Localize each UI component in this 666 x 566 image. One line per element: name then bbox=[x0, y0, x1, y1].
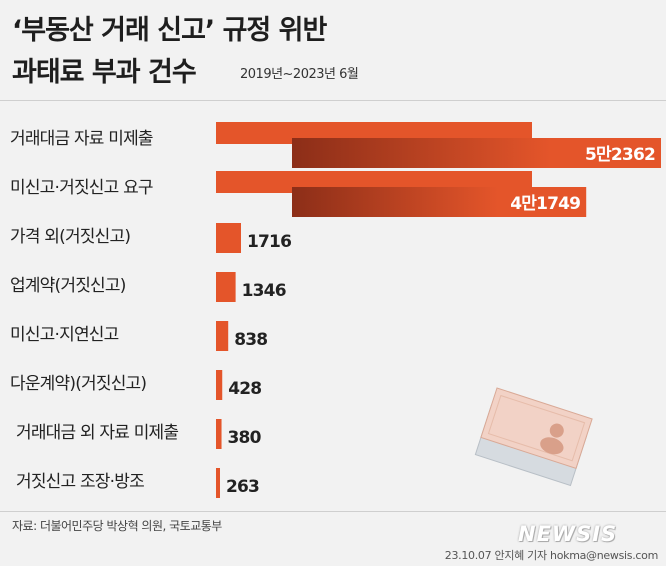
category-label: 거짓신고 조장·방조 bbox=[16, 472, 144, 492]
category-label: 미신고·지연신고 bbox=[10, 325, 119, 345]
credit-line: 23.10.07 안지혜 기자 hokma@newsis.com bbox=[444, 549, 659, 562]
value-label: 428 bbox=[228, 379, 261, 399]
money-illustration-icon bbox=[474, 387, 593, 487]
bar bbox=[216, 223, 241, 253]
category-label: 거래대금 자료 미제출 bbox=[10, 129, 153, 149]
category-label: 가격 외(거짓신고) bbox=[10, 227, 130, 247]
source-note: 자료: 더불어민주당 박상혁 의원, 국토교통부 bbox=[12, 519, 222, 533]
top-divider bbox=[0, 100, 666, 101]
value-label: 838 bbox=[234, 330, 267, 350]
bar bbox=[216, 321, 229, 351]
value-label: 1716 bbox=[247, 232, 291, 252]
category-label: 미신고·거짓신고 요구 bbox=[10, 178, 153, 198]
period-label: 2019년~2023년 6월 bbox=[240, 67, 359, 82]
newsis-logo: NEWSIS bbox=[518, 522, 618, 546]
bar bbox=[216, 468, 220, 498]
bar bbox=[216, 419, 222, 449]
category-label: 업계약(거짓신고) bbox=[10, 276, 126, 296]
value-label: 1346 bbox=[242, 281, 286, 301]
bar bbox=[216, 272, 236, 302]
category-label: 다운계약)(거짓신고) bbox=[10, 374, 146, 394]
bar bbox=[216, 370, 223, 400]
category-label: 거래대금 외 자료 미제출 bbox=[16, 423, 178, 443]
value-label: 5만2362 bbox=[585, 145, 655, 165]
value-label: 263 bbox=[226, 477, 259, 497]
bar bbox=[292, 187, 587, 217]
value-label: 380 bbox=[228, 428, 262, 448]
bar bbox=[292, 138, 661, 168]
chart-title-line1: ‘부동산 거래 신고’ 규정 위반 bbox=[12, 15, 327, 46]
bottom-divider bbox=[0, 511, 666, 512]
chart-title-line2: 과태료 부과 건수 bbox=[12, 57, 197, 88]
value-label: 4만1749 bbox=[510, 194, 580, 214]
